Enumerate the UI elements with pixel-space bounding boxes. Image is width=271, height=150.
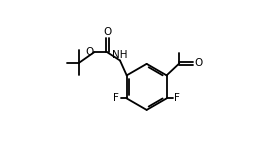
Text: F: F — [174, 93, 180, 103]
Text: F: F — [113, 93, 119, 103]
Text: O: O — [103, 27, 111, 37]
Text: NH: NH — [112, 50, 127, 60]
Text: O: O — [85, 47, 93, 57]
Text: O: O — [194, 58, 202, 69]
